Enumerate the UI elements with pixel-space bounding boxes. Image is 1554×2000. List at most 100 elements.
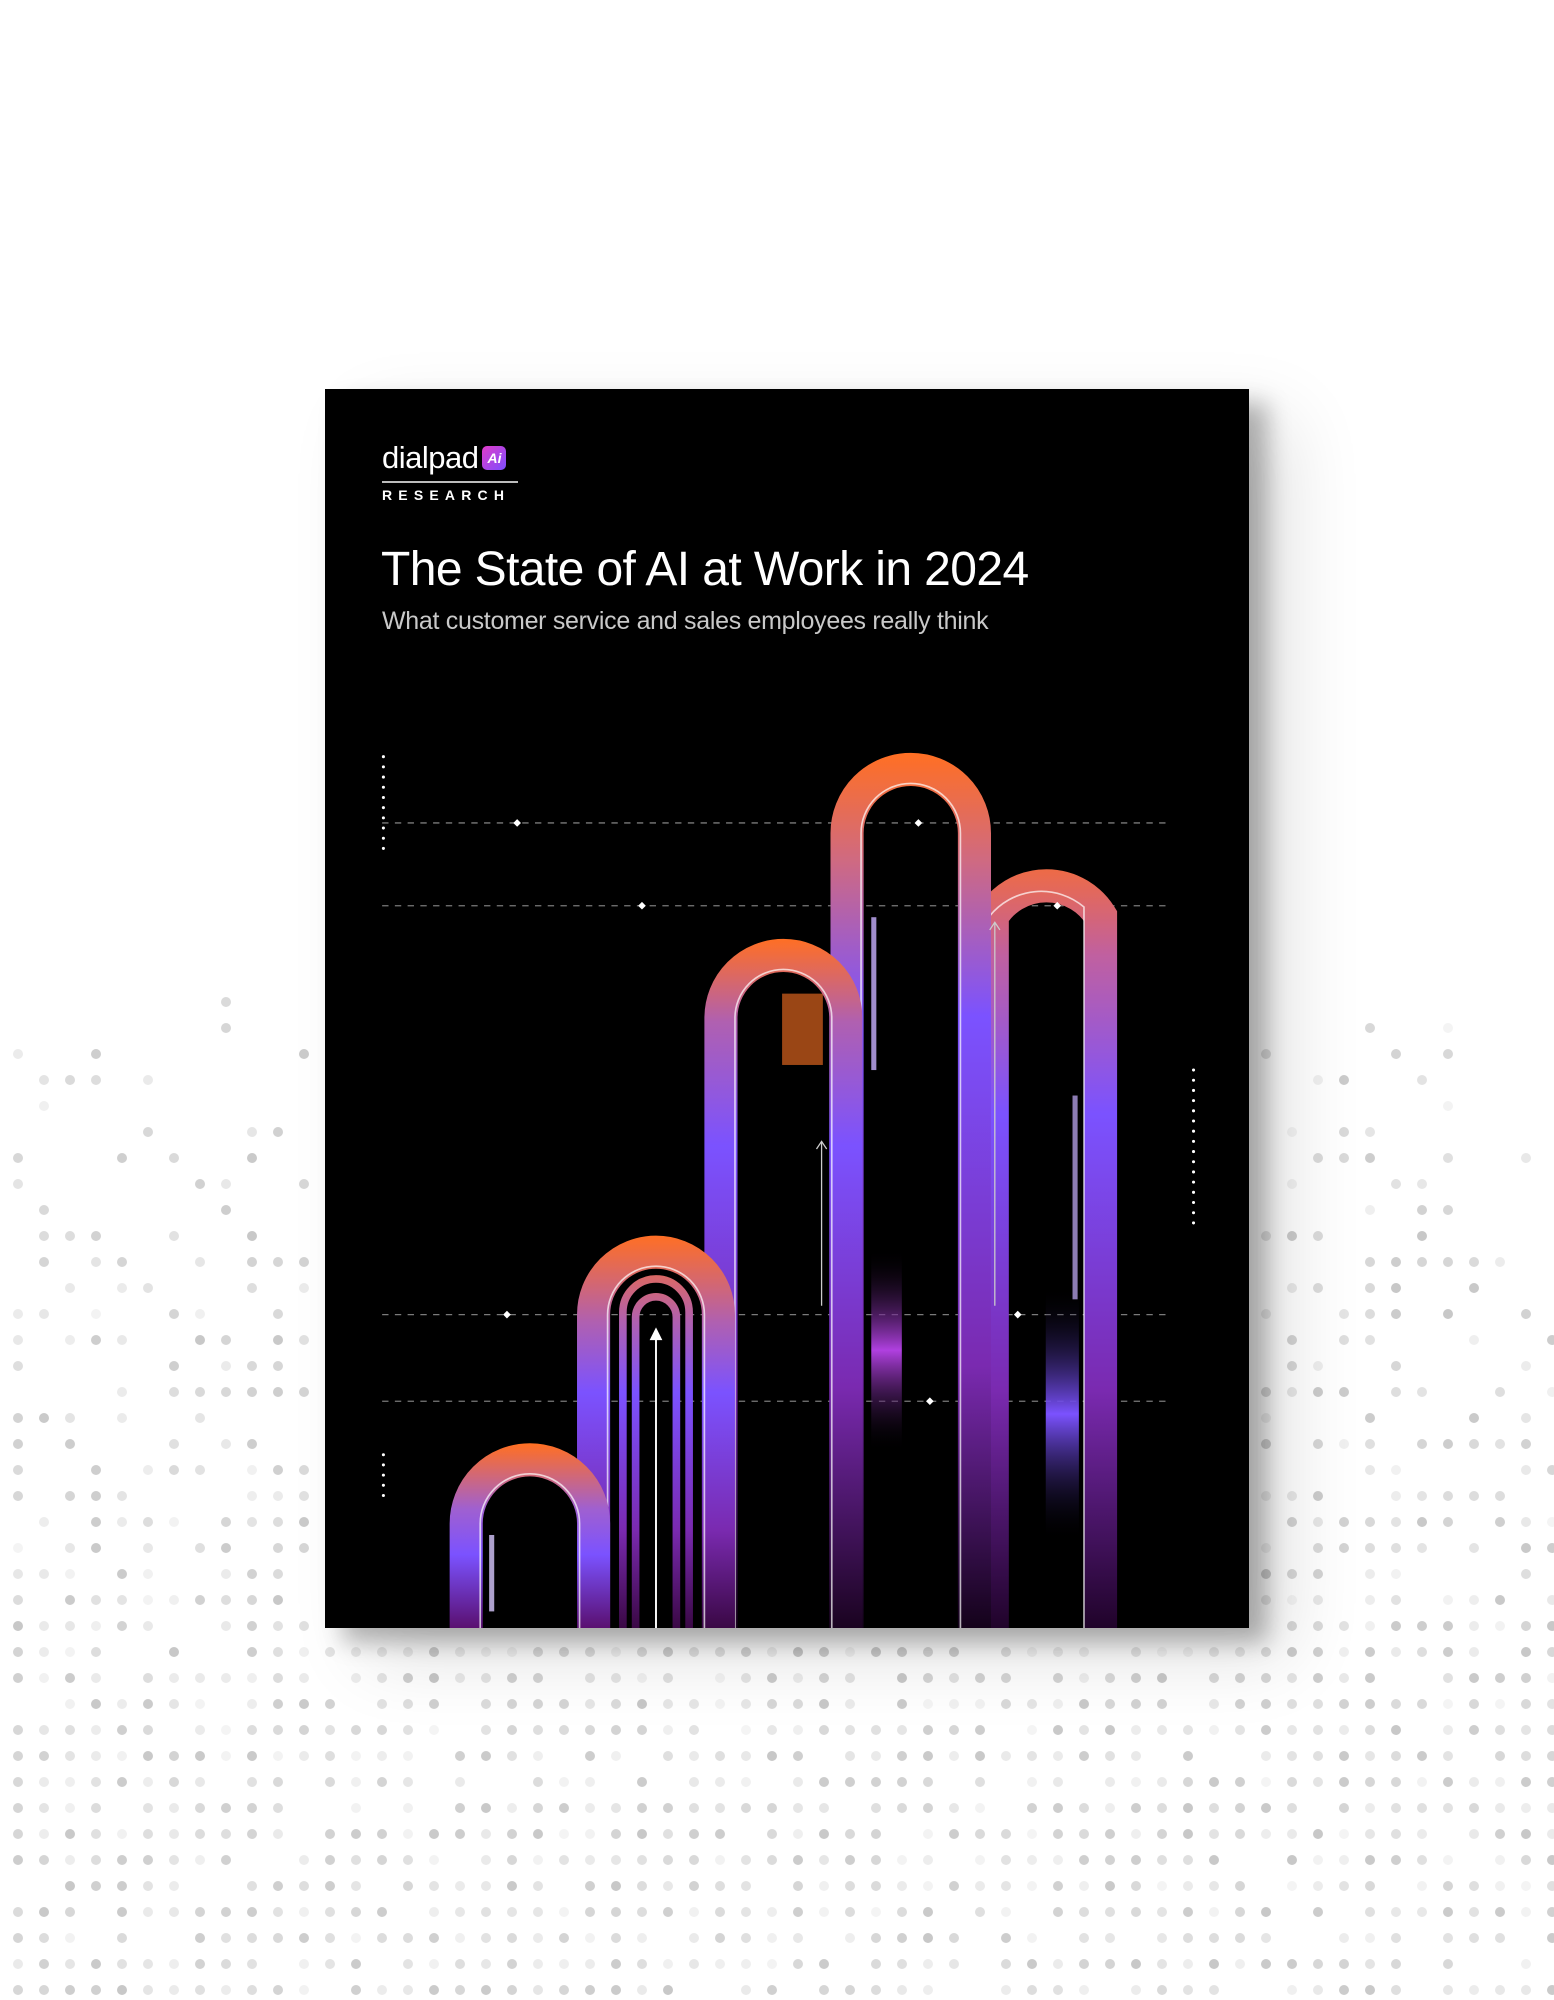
dot (1495, 1803, 1505, 1813)
dot (169, 1985, 179, 1995)
dot (1443, 1803, 1453, 1813)
dot (1001, 1959, 1011, 1969)
dot (663, 1959, 673, 1969)
dot (1209, 1881, 1219, 1891)
dot (13, 1465, 23, 1475)
dot (1209, 1725, 1219, 1735)
dot (429, 1933, 439, 1943)
dot (715, 1933, 725, 1943)
dot (637, 1803, 647, 1813)
dot (923, 1959, 933, 1969)
dot (13, 1153, 23, 1163)
dot (793, 1959, 803, 1969)
dot (1001, 1829, 1011, 1839)
dot (1339, 1777, 1349, 1787)
dot (1313, 1387, 1323, 1397)
dot (381, 826, 385, 830)
dot (91, 1595, 101, 1605)
dot (1287, 1725, 1297, 1735)
dot (143, 1075, 153, 1085)
dot (663, 1881, 673, 1891)
dot (1391, 1751, 1401, 1761)
dot (819, 1829, 829, 1839)
dot (1365, 1907, 1375, 1917)
dot (897, 1985, 907, 1995)
dot (455, 1933, 465, 1943)
dot (923, 1881, 933, 1891)
dot (1157, 1959, 1167, 1969)
dot (13, 1621, 23, 1631)
dot (793, 1647, 803, 1657)
dot (1495, 1777, 1505, 1787)
dot (1521, 1673, 1531, 1683)
dot (221, 1387, 231, 1397)
dot (1191, 1109, 1196, 1113)
dot (897, 1777, 907, 1787)
dot (91, 1673, 101, 1683)
dot (1443, 1101, 1453, 1111)
dot (1313, 1543, 1323, 1553)
dot (169, 1361, 179, 1371)
dot (351, 1985, 361, 1995)
dot (585, 1829, 595, 1839)
dot (559, 1777, 569, 1787)
dot (767, 1907, 777, 1917)
dot (143, 1907, 153, 1917)
dot (663, 1829, 673, 1839)
ai-badge-icon: Ai (482, 446, 507, 470)
dot (897, 1673, 907, 1683)
dot (611, 1881, 621, 1891)
dot (1339, 1647, 1349, 1657)
dot (1365, 1621, 1375, 1631)
dot (1521, 1413, 1531, 1423)
dot (1391, 1855, 1401, 1865)
dot (1235, 1907, 1245, 1917)
dot (1053, 1959, 1063, 1969)
dot (845, 1985, 855, 1995)
dot (637, 1933, 647, 1943)
dot (325, 1725, 335, 1735)
dot (507, 1829, 517, 1839)
dot (1391, 1699, 1401, 1709)
dot (381, 806, 385, 810)
dot (377, 1673, 387, 1683)
dot (91, 1777, 101, 1787)
dot (1261, 1231, 1271, 1241)
dot (13, 1985, 23, 1995)
dot (91, 1309, 101, 1319)
dot (221, 1595, 231, 1605)
dot (1417, 1647, 1427, 1657)
dot (377, 1725, 387, 1735)
dot (1495, 1491, 1505, 1501)
dot (1235, 1777, 1245, 1787)
dot (1521, 1907, 1531, 1917)
dot (169, 1647, 179, 1657)
dot (689, 1751, 699, 1761)
dot (325, 1881, 335, 1891)
dot (559, 1907, 569, 1917)
dot (845, 1881, 855, 1891)
dot (1495, 1439, 1505, 1449)
dot (481, 1933, 491, 1943)
dot (1191, 1150, 1196, 1154)
dot (1443, 1517, 1453, 1527)
dot (195, 1803, 205, 1813)
dot (1443, 1751, 1453, 1761)
dot (1547, 1803, 1554, 1813)
dot (949, 1725, 959, 1735)
dot (143, 1803, 153, 1813)
dot (1443, 1621, 1453, 1631)
dot (689, 1803, 699, 1813)
dot (1469, 1933, 1479, 1943)
dot (975, 1699, 985, 1709)
dot (221, 1361, 231, 1371)
dot (13, 1803, 23, 1813)
dot (13, 1491, 23, 1501)
dot (325, 1829, 335, 1839)
dot (1391, 1387, 1401, 1397)
dot (1191, 1078, 1196, 1082)
dot (1157, 1803, 1167, 1813)
dot (351, 1881, 361, 1891)
dot (1105, 1803, 1115, 1813)
dot (1495, 1621, 1505, 1631)
